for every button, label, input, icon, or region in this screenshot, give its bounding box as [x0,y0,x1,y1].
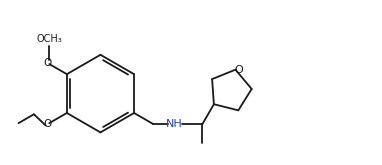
Text: OCH₃: OCH₃ [36,34,62,44]
Text: O: O [44,58,52,68]
Text: NH: NH [166,119,183,129]
Text: O: O [235,65,244,75]
Text: O: O [44,119,52,129]
